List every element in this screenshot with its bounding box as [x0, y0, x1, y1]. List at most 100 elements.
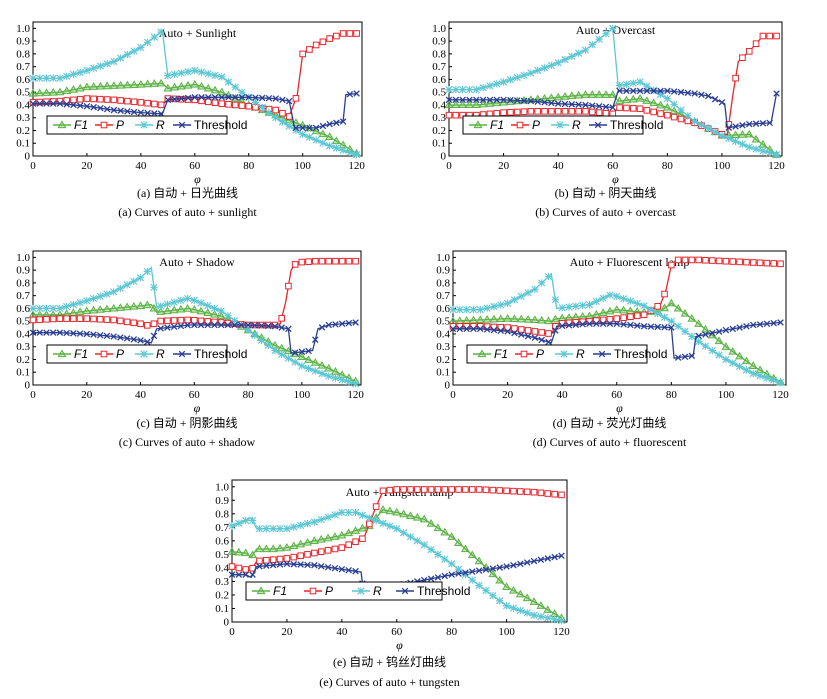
data-point-r — [483, 304, 491, 312]
x-tick-label: 40 — [135, 389, 147, 401]
data-point-threshold — [510, 561, 517, 569]
data-point-r — [150, 283, 158, 291]
data-point-r — [372, 516, 380, 525]
x-tick-label: 100 — [498, 626, 515, 638]
data-point-r — [290, 523, 298, 531]
data-point-p — [445, 111, 453, 119]
data-point-p — [298, 258, 306, 266]
data-point-threshold — [184, 321, 191, 329]
series-r — [445, 24, 781, 159]
legend: F1 P R Threshold — [466, 344, 667, 364]
data-point-threshold — [554, 100, 562, 107]
data-point-r — [278, 350, 286, 358]
legend-label-threshold: Threshold — [610, 118, 663, 132]
data-point-threshold — [144, 338, 151, 346]
data-point-threshold — [150, 332, 158, 340]
data-point-r — [729, 359, 737, 367]
x-tick-label: 100 — [714, 160, 731, 172]
data-point-r — [510, 296, 519, 304]
data-point-r — [551, 615, 559, 623]
data-point-threshold — [459, 96, 466, 104]
data-point-r — [763, 374, 771, 382]
data-point-r — [251, 331, 259, 339]
data-point-p — [414, 486, 421, 493]
data-point-r — [90, 64, 98, 72]
data-point-f1 — [515, 589, 525, 598]
data-point-threshold — [445, 96, 453, 104]
data-point-p — [304, 551, 311, 558]
data-point-r — [770, 376, 778, 384]
data-point-r — [445, 86, 453, 94]
y-tick-label: 0.5 — [16, 87, 30, 99]
data-point-threshold — [482, 566, 490, 573]
data-point-r — [772, 151, 781, 159]
data-point-threshold — [211, 94, 219, 101]
data-point-r — [629, 79, 637, 87]
data-point-p — [117, 317, 124, 325]
data-point-p — [339, 30, 347, 37]
data-point-f1 — [82, 82, 92, 91]
data-point-threshold — [63, 329, 70, 337]
data-point-p — [650, 108, 658, 116]
legend-marker-threshold — [178, 121, 186, 129]
x-tick-label: 0 — [30, 160, 36, 172]
data-point-r — [255, 525, 264, 533]
data-point-threshold — [231, 94, 239, 101]
data-point-r — [235, 519, 243, 527]
data-point-p — [664, 111, 671, 119]
data-point-p — [36, 316, 44, 323]
data-point-threshold — [677, 88, 685, 96]
data-point-f1 — [28, 88, 38, 97]
data-point-threshold — [698, 91, 705, 99]
data-point-p — [345, 257, 353, 265]
data-point-threshold — [493, 96, 501, 104]
legend-marker-f1 — [57, 120, 67, 129]
data-point-f1 — [587, 90, 597, 98]
data-point-f1 — [560, 92, 570, 100]
data-point-threshold — [668, 324, 675, 331]
data-point-f1 — [619, 305, 629, 314]
data-point-f1 — [392, 507, 402, 516]
data-point-p — [489, 486, 497, 494]
data-point-r — [516, 606, 524, 615]
data-point-f1 — [451, 100, 461, 109]
data-point-threshold — [691, 90, 698, 97]
legend-label-r: R — [572, 118, 581, 132]
data-point-f1 — [567, 91, 577, 100]
data-point-r — [311, 367, 319, 375]
data-point-f1 — [169, 305, 179, 314]
data-point-r — [509, 604, 518, 612]
data-point-f1 — [309, 536, 319, 544]
y-tick-label: 0.2 — [16, 354, 30, 366]
data-point-p — [231, 101, 239, 109]
data-point-p — [613, 315, 621, 322]
data-point-p — [197, 317, 205, 325]
data-point-f1 — [474, 556, 484, 565]
data-point-p — [170, 317, 178, 324]
y-tick-label: 1.0 — [436, 252, 450, 264]
data-point-threshold — [623, 87, 630, 95]
y-tick-label: 0 — [25, 151, 31, 163]
series-f1 — [28, 300, 361, 385]
data-point-r — [242, 516, 250, 525]
data-point-p — [235, 564, 243, 572]
data-point-threshold — [117, 107, 124, 114]
legend-marker-f1 — [473, 120, 483, 129]
data-point-threshold — [582, 101, 589, 109]
data-point-f1 — [217, 87, 227, 96]
data-point-r — [468, 576, 476, 584]
data-point-r — [691, 117, 699, 126]
x-tick-label: 100 — [294, 160, 311, 172]
x-tick-label: 100 — [294, 389, 311, 401]
data-point-p — [297, 552, 304, 560]
data-point-p — [511, 325, 518, 332]
data-point-r — [299, 130, 307, 138]
data-point-threshold — [204, 321, 212, 329]
data-point-f1 — [612, 305, 622, 313]
x-tick-label: 80 — [662, 160, 674, 172]
data-point-p — [245, 102, 253, 110]
data-point-p — [523, 488, 531, 496]
data-point-p — [575, 108, 582, 115]
data-point-f1 — [102, 304, 112, 313]
data-point-r — [400, 529, 408, 537]
